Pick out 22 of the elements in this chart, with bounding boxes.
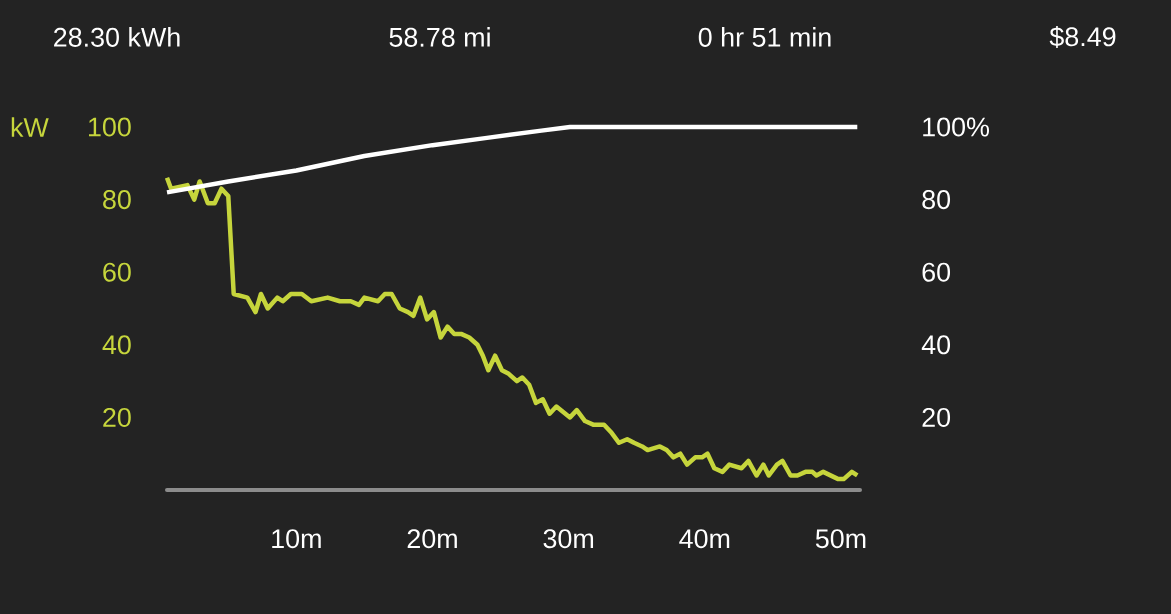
y-tick-label: 100 bbox=[89, 117, 131, 137]
text: 0 hr 51 min bbox=[698, 27, 831, 47]
text: 28.30 kWh bbox=[54, 27, 180, 47]
y-tick-label: 20 bbox=[103, 407, 131, 427]
y2-tick-label: 60 bbox=[922, 262, 951, 282]
x-tick-label: 50m bbox=[815, 529, 866, 549]
x-tick-label: 10m bbox=[272, 529, 321, 549]
y-tick-label: 80 bbox=[103, 190, 131, 210]
y-tick-label: 60 bbox=[103, 262, 131, 282]
x-tick-label: 40m bbox=[679, 529, 730, 549]
text: 58.78 mi bbox=[389, 27, 490, 47]
line-series bbox=[164, 175, 860, 482]
x-tick-label: 30m bbox=[543, 529, 594, 549]
text: $8.49 bbox=[1049, 26, 1116, 48]
y-axis-title: kW bbox=[11, 117, 49, 137]
x-tick-label: 20m bbox=[407, 529, 457, 549]
y2-tick-label: 40 bbox=[921, 335, 951, 355]
line-series bbox=[164, 124, 860, 195]
y2-tick-label: 80 bbox=[922, 190, 951, 210]
y2-tick-label: 100% bbox=[923, 117, 990, 137]
y-tick-label: 40 bbox=[102, 335, 131, 355]
y2-tick-label: 20 bbox=[922, 407, 951, 427]
